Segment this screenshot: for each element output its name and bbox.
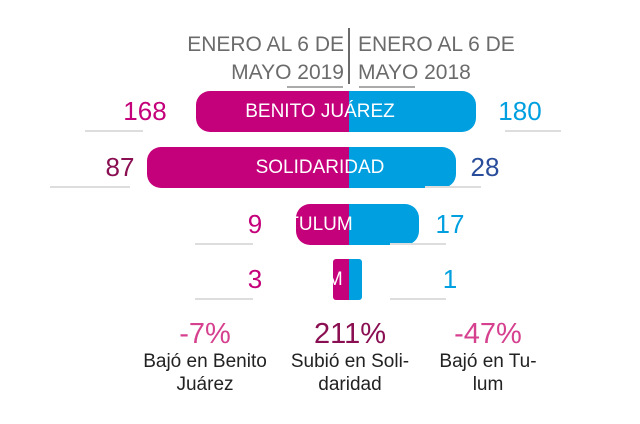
value-underline: [505, 130, 561, 132]
value-2018: 28: [470, 152, 500, 182]
value-underline: [195, 243, 253, 245]
value-underline: [390, 298, 446, 300]
note-line2: daridad: [318, 374, 382, 395]
value-underline: [50, 186, 130, 188]
value-2019: 9: [247, 209, 263, 239]
value-2018: 1: [442, 264, 458, 294]
bar-2019: [296, 204, 349, 245]
bar-category-label: SOLIDARIDAD: [255, 157, 385, 178]
header-2018-line1: ENERO AL 6 DE: [358, 33, 515, 56]
value-underline: [195, 298, 253, 300]
bar-category-label: BENITO JUÁREZ: [245, 101, 395, 122]
bar-2019: [147, 147, 349, 188]
divider: [348, 28, 350, 84]
note-line2: lum: [472, 374, 504, 395]
header-2019-line2: MAYO 2019: [231, 61, 344, 84]
bar-category-label: TULUM: [287, 214, 353, 235]
bar-2018: [349, 259, 362, 300]
note-line1: Subió en Soli-: [290, 351, 410, 372]
underline: [359, 86, 415, 88]
value-underline: [390, 243, 446, 245]
percent-change: 211%: [313, 318, 387, 350]
note-line2: Juárez: [176, 374, 234, 395]
bar-category-label: UMM: [297, 269, 343, 290]
value-2019: 87: [105, 152, 135, 182]
bar-2018: [349, 91, 476, 132]
percent-change: -47%: [454, 318, 522, 350]
value-2018: 180: [498, 96, 542, 126]
header-2018: ENERO AL 6 DE MAYO 2018: [358, 31, 515, 87]
note-line1: Bajó en Tu-: [439, 351, 537, 372]
value-underline: [85, 130, 143, 132]
note-line1: Bajó en Benito: [143, 351, 267, 372]
change-note: Bajó en Tu-lum: [408, 350, 568, 396]
header-2019: ENERO AL 6 DE MAYO 2019: [187, 31, 344, 87]
value-2018: 17: [435, 209, 465, 239]
value-2019: 168: [123, 96, 167, 126]
value-2019: 3: [247, 264, 263, 294]
change-note: Bajó en Benito Juárez: [125, 350, 285, 396]
bar-2019: [196, 91, 349, 132]
percent-change: -7%: [179, 318, 231, 350]
header-2018-line2: MAYO 2018: [358, 61, 471, 84]
bar-2018: [349, 147, 456, 188]
header-2019-line1: ENERO AL 6 DE: [187, 33, 344, 56]
value-underline: [425, 186, 481, 188]
change-note: Subió en Soli-daridad: [270, 350, 430, 396]
bar-2018: [349, 204, 419, 245]
bar-2019: [333, 259, 349, 300]
underline: [287, 86, 343, 88]
